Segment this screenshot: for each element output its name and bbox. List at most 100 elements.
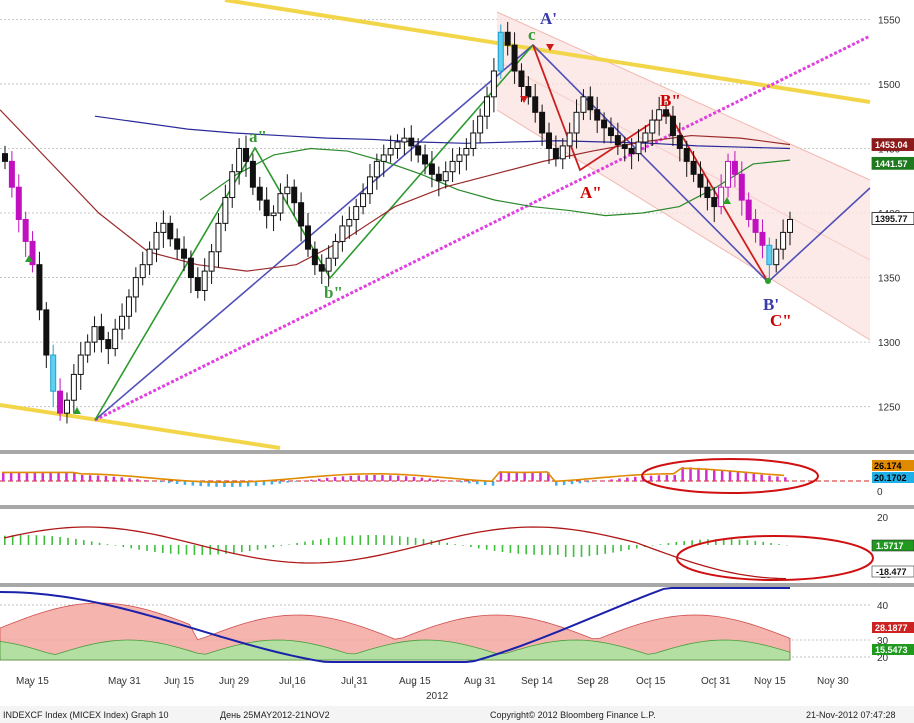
osc2-bar xyxy=(485,545,488,550)
oscillator-panel-1: 0 26.174 20.1702 xyxy=(0,458,914,498)
osc2-bar xyxy=(454,544,456,545)
osc1-bar xyxy=(191,481,195,486)
osc2-bar xyxy=(233,545,235,554)
candle-body xyxy=(731,160,738,175)
osc1-bar xyxy=(349,475,353,481)
osc1-bar xyxy=(404,476,408,481)
osc1-bar xyxy=(88,475,92,481)
candle-body xyxy=(229,171,236,199)
osc1-bar xyxy=(41,473,44,481)
osc2-bar xyxy=(67,537,69,545)
wave-label: a" xyxy=(249,127,267,146)
price-tick-label: 1500 xyxy=(878,80,901,91)
panel-separator-2 xyxy=(0,505,914,509)
osc2-bar xyxy=(659,544,662,545)
osc1-bar xyxy=(562,481,566,486)
osc2-bar xyxy=(304,541,306,545)
candle-body xyxy=(704,186,711,199)
candle-body xyxy=(353,206,360,220)
candle-body xyxy=(373,160,380,178)
price-tick-label: 1550 xyxy=(878,15,901,26)
osc2-bar xyxy=(83,540,85,545)
x-tick-label: Oct 31 xyxy=(701,676,731,687)
candle-body xyxy=(621,144,628,149)
candle-body xyxy=(236,147,243,173)
footer-source: INDEXCF Index (MICEX Index) Graph 10 xyxy=(3,710,169,720)
candle-body xyxy=(607,127,614,137)
osc1-bar xyxy=(515,472,518,481)
osc1-signal-line xyxy=(2,467,785,483)
osc2-bar xyxy=(43,535,46,545)
moving-average-green xyxy=(199,147,791,217)
osc2-bar xyxy=(533,545,535,555)
osc1-bar xyxy=(507,472,511,481)
moving-average-blue xyxy=(94,115,791,150)
osc1-bar xyxy=(112,476,116,481)
candle-body xyxy=(91,326,98,343)
osc2-bar xyxy=(225,545,227,554)
dmi-panel: 40 30 20 28.1877 15.5473 xyxy=(0,587,914,664)
panel-separator-3 xyxy=(0,583,914,587)
osc1-bar xyxy=(373,475,376,481)
osc1-bar xyxy=(776,476,779,481)
x-tick-label: Jul 16 xyxy=(279,676,306,687)
candle-body xyxy=(663,109,670,117)
osc2-bar xyxy=(636,545,638,549)
osc2-bar xyxy=(722,539,725,545)
candle-body xyxy=(580,96,587,113)
signal-marker xyxy=(25,255,33,262)
channel-fill xyxy=(497,12,870,340)
dmi-value-label: 15.5473 xyxy=(875,645,908,655)
candle-body xyxy=(456,154,463,162)
osc2-bar xyxy=(762,541,764,545)
osc1-bar xyxy=(499,472,503,481)
candle-body xyxy=(57,390,64,414)
osc1-bar xyxy=(744,472,748,481)
osc1-bar xyxy=(531,472,534,481)
osc1-bar xyxy=(412,476,416,481)
candle-body xyxy=(545,132,552,149)
candle-body xyxy=(601,119,608,129)
candle-body xyxy=(174,238,181,250)
osc1-bar xyxy=(333,477,337,481)
x-axis-ticks: May 15 May 31 Jun 15 Jun 29 Jul 16 Jul 31 Aug … xyxy=(16,676,849,688)
osc2-bar xyxy=(715,539,717,545)
candle-body xyxy=(146,248,153,266)
osc1-bar xyxy=(270,481,274,485)
candle-body xyxy=(84,341,91,356)
osc1-histogram xyxy=(2,467,787,487)
candle-body xyxy=(401,137,408,143)
osc2-bar xyxy=(335,537,338,545)
candle-body xyxy=(745,199,752,220)
candle-body xyxy=(22,218,29,242)
osc2-bar xyxy=(35,535,38,545)
trendline-yellow-lower xyxy=(0,403,281,450)
candle-body xyxy=(497,31,504,72)
wave-label: A' xyxy=(540,9,557,28)
osc1-bar xyxy=(657,475,661,481)
wave-label: B" xyxy=(660,91,681,110)
osc2-bar xyxy=(730,539,733,545)
osc1-bar xyxy=(9,473,13,481)
osc1-bar xyxy=(697,467,700,481)
osc2-bar xyxy=(391,535,393,545)
osc2-bar xyxy=(620,545,622,552)
candle-body xyxy=(511,44,518,72)
osc2-bar xyxy=(517,545,520,554)
x-tick-label: Aug 15 xyxy=(399,676,431,687)
candle-body xyxy=(676,135,683,149)
candle-body xyxy=(263,199,270,217)
candle-body xyxy=(697,173,704,188)
osc1-bar xyxy=(199,481,202,487)
osc2-bar xyxy=(327,538,330,545)
candle-body xyxy=(587,96,594,111)
candle-body xyxy=(194,277,201,291)
signal-marker xyxy=(546,44,554,51)
candle-body xyxy=(477,115,484,134)
osc1-bar xyxy=(318,478,321,481)
osc1-bar xyxy=(57,473,60,481)
candle-body xyxy=(366,176,373,195)
panel-separator-1 xyxy=(0,450,914,454)
osc1-bar xyxy=(310,479,313,481)
osc1-bar xyxy=(341,476,345,481)
